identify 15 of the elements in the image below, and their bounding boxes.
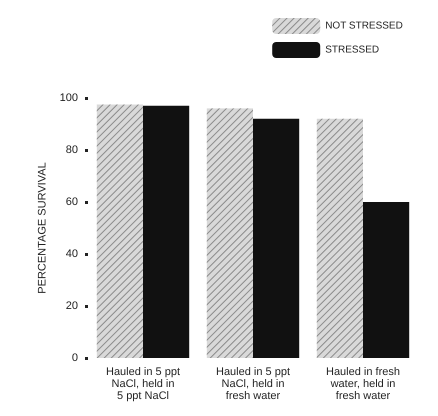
y-tick-label: 40 bbox=[66, 248, 78, 260]
bar bbox=[253, 118, 300, 358]
bar bbox=[143, 106, 190, 358]
bar bbox=[363, 202, 410, 358]
y-axis-title: PERCENTAGE SURVIVAL bbox=[36, 162, 48, 294]
y-tick-label: 80 bbox=[66, 144, 78, 156]
legend-label: NOT STRESSED bbox=[325, 20, 403, 32]
y-tick-label: 20 bbox=[66, 300, 78, 312]
x-tick-label: Hauled in 5 ppt NaCl, held in 5 ppt NaCl bbox=[106, 366, 180, 402]
legend-label: STRESSED bbox=[325, 44, 380, 56]
x-tick-label: Hauled in 5 ppt NaCl, held in fresh water bbox=[216, 366, 290, 402]
y-tick-label: 0 bbox=[72, 352, 78, 364]
x-tick-label: Hauled in fresh water, held in fresh water bbox=[326, 366, 400, 402]
y-tick-label: 60 bbox=[66, 196, 78, 208]
y-tick-label: 100 bbox=[60, 92, 78, 104]
